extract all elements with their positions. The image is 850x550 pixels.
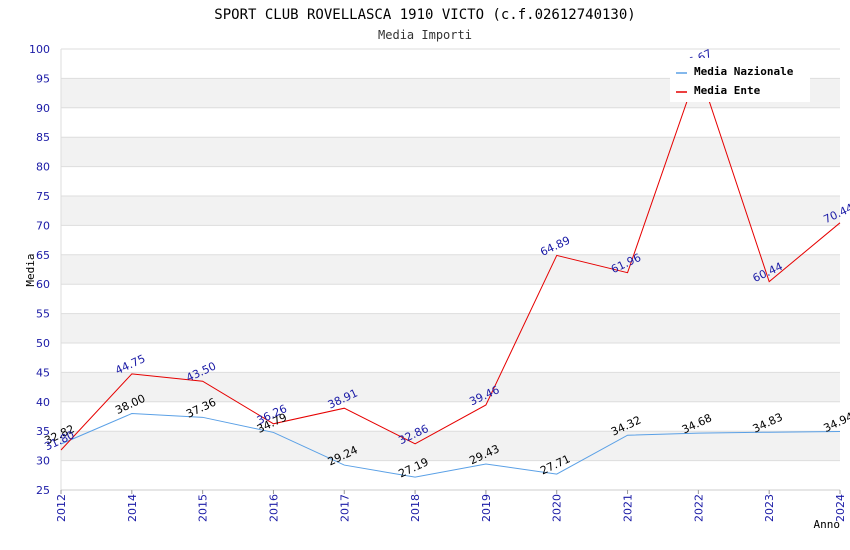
y-tick-label: 25 [36, 484, 50, 497]
y-tick-label: 80 [36, 161, 50, 174]
plot-band [61, 431, 840, 461]
y-tick-label: 90 [36, 102, 50, 115]
plot-band [61, 284, 840, 314]
legend-box [670, 58, 810, 102]
plot-band [61, 137, 840, 167]
y-axis-label: Media [24, 253, 37, 286]
series-line-nazionale [60, 413, 841, 478]
x-tick-label: 2017 [338, 494, 351, 522]
x-tick-label: 2015 [197, 494, 210, 522]
x-tick-label: 2019 [480, 494, 493, 522]
x-axis-ticks: 2012 2014 2015 2016 2017 2018 2019 2020 2021 2022… [55, 494, 847, 522]
x-tick-label: 2024 [834, 494, 847, 522]
plot-background [61, 49, 840, 490]
plot-band [61, 107, 840, 138]
y-axis-ticks: 25 30 35 40 45 50 55 60 65 70 75 80 85 90 95 100 [29, 43, 50, 497]
legend-label-ente: Media Ente [694, 84, 761, 97]
y-tick-label: 55 [36, 308, 50, 321]
x-axis-label: Anno [814, 518, 841, 531]
plot-band [61, 460, 840, 490]
x-tick-label: 2012 [55, 494, 68, 522]
chart-title: SPORT CLUB ROVELLASCA 1910 VICTO (c.f.02… [214, 7, 635, 23]
y-tick-label: 40 [36, 396, 50, 409]
y-tick-label: 100 [29, 43, 50, 56]
y-tick-label: 45 [36, 366, 50, 379]
y-tick-label: 35 [36, 425, 50, 438]
y-tick-label: 75 [36, 190, 50, 203]
x-tick-label: 2020 [551, 494, 564, 522]
y-tick-label: 70 [36, 219, 50, 232]
y-tick-label: 65 [36, 249, 50, 262]
plot-band [61, 372, 840, 402]
plot-band [61, 196, 840, 226]
legend: Media Nazionale Media Ente [670, 58, 810, 102]
plot-band [61, 343, 840, 373]
plot-band [61, 225, 840, 255]
y-tick-label: 85 [36, 131, 50, 144]
legend-label-nazionale: Media Nazionale [694, 65, 794, 78]
x-tick-label: 2016 [267, 494, 280, 522]
plot-band [61, 254, 840, 285]
x-tick-label: 2018 [409, 494, 422, 522]
y-tick-label: 50 [36, 337, 50, 350]
plot-band [61, 313, 840, 343]
x-tick-label: 2023 [763, 494, 776, 522]
chart-subtitle: Media Importi [378, 28, 472, 42]
y-tick-label: 95 [36, 72, 50, 85]
x-tick-label: 2014 [126, 494, 139, 522]
x-tick-label: 2022 [692, 494, 705, 522]
series-line-ente [60, 67, 841, 451]
series-lines [60, 67, 841, 478]
plot-band [61, 166, 840, 196]
y-tick-label: 60 [36, 278, 50, 291]
y-tick-label: 30 [36, 455, 50, 468]
x-tick-label: 2021 [622, 494, 635, 522]
